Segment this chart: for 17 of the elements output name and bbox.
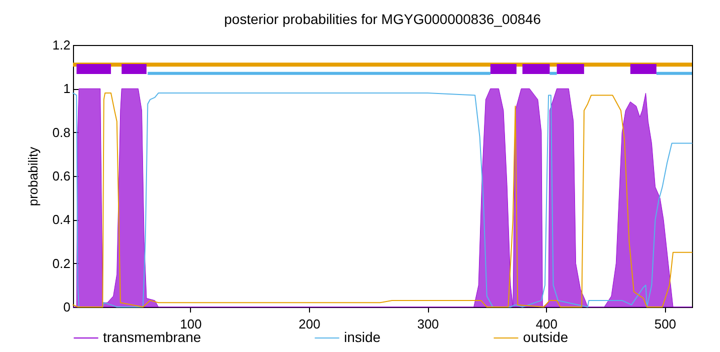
x-tick-label: 100: [180, 316, 202, 332]
x-tick-label: 500: [654, 316, 676, 332]
y-tick-label: 0.6: [52, 168, 70, 184]
y-tick-label: 0.8: [52, 124, 70, 140]
x-tick-label: 200: [298, 316, 320, 332]
y-axis-title: probability: [25, 146, 40, 206]
y-tick-label: 0: [63, 300, 70, 314]
x-tick-label: 400: [536, 316, 558, 332]
legend-label: outside: [523, 329, 568, 345]
legend-label: inside: [344, 329, 381, 345]
y-tick-label: 0.2: [52, 256, 70, 271]
y-tick-label: 0.4: [52, 212, 70, 228]
legend-label: transmembrane: [103, 329, 202, 345]
chart-title: posterior probabilities for MGYG000000836_00846: [224, 11, 542, 27]
y-tick-label: 1: [63, 81, 70, 96]
x-tick-label: 300: [417, 316, 439, 332]
y-tick-label: 1.2: [52, 38, 70, 52]
